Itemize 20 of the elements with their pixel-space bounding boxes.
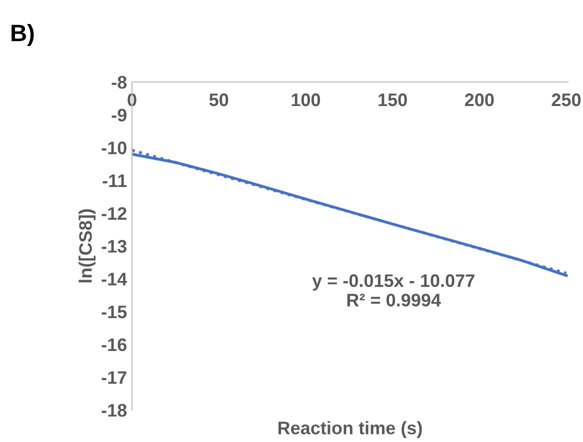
x-tick-label: 100 xyxy=(292,93,320,106)
x-axis-title: Reaction time (s) xyxy=(278,421,422,438)
y-tick-label: -14 xyxy=(102,272,128,286)
x-tick-label: 150 xyxy=(378,93,407,106)
y-axis-title: ln([CS8]) xyxy=(78,209,96,282)
y-tick-label: -10 xyxy=(102,142,126,154)
y-tick-label: -13 xyxy=(102,240,126,253)
y-tick-label: -15 xyxy=(102,306,127,318)
y-tick-label: -17 xyxy=(102,371,126,384)
x-tick-label: 200 xyxy=(464,93,494,106)
y-tick-label: -12 xyxy=(102,207,126,220)
x-tick-label: 250 xyxy=(552,93,581,106)
y-tick-label: -11 xyxy=(102,174,127,187)
y-tick-label: -16 xyxy=(102,338,126,352)
y-tick-label: -9 xyxy=(112,108,126,122)
annotation: y = -0.015x - 10.077 R² = 0.9994 xyxy=(312,274,474,306)
x-tick-label: 50 xyxy=(209,93,228,106)
y-tick-label: -18 xyxy=(102,404,127,417)
chart-title: B) xyxy=(12,24,34,46)
y-tick-label: -8 xyxy=(112,76,127,89)
